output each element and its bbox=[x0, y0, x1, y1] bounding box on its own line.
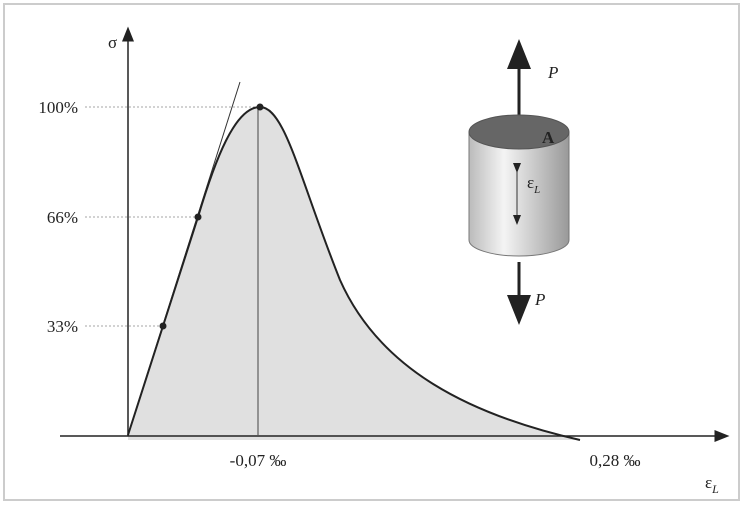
x-tick: 0,28 ‰ bbox=[590, 451, 641, 470]
y-tick: 100% bbox=[38, 98, 78, 117]
x-label-sub: L bbox=[711, 482, 719, 496]
y-tick: 33% bbox=[47, 317, 78, 336]
strain-sub: L bbox=[533, 184, 540, 196]
area-label: A bbox=[542, 128, 555, 147]
force-label: P bbox=[534, 290, 545, 309]
force-label: P bbox=[547, 63, 558, 82]
area-under-curve bbox=[128, 107, 580, 440]
curve bbox=[127, 105, 581, 441]
specimen bbox=[468, 39, 570, 325]
y-tick: 66% bbox=[47, 208, 78, 227]
x-label: εL bbox=[705, 473, 719, 496]
strain-main: ε bbox=[527, 173, 534, 192]
guides bbox=[85, 106, 260, 327]
x-tick: -0,07 ‰ bbox=[230, 451, 287, 470]
y-label: σ bbox=[108, 33, 117, 52]
points bbox=[159, 103, 264, 330]
strain-label: εL bbox=[527, 173, 540, 196]
x-label-main: ε bbox=[705, 473, 712, 492]
